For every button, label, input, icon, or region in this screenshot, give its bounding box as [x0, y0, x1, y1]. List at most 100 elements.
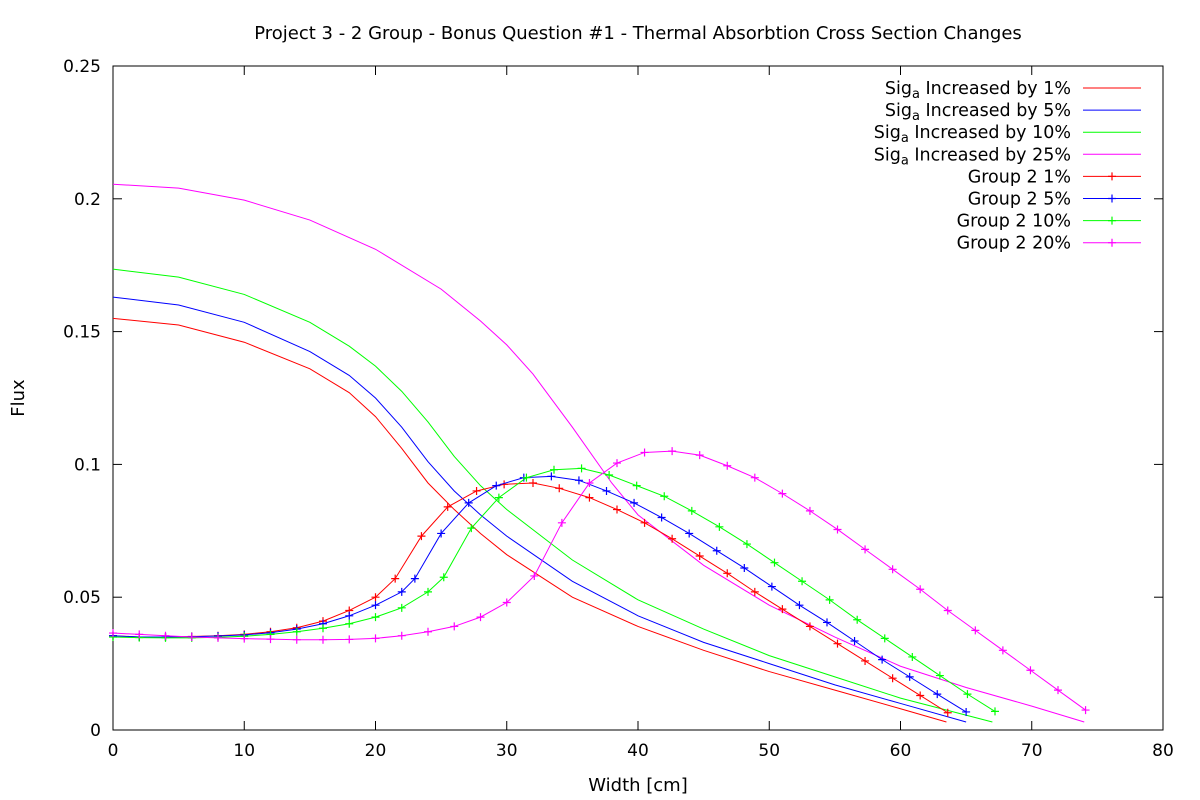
- data-point-marker: [1108, 194, 1116, 203]
- data-point-marker: [723, 461, 732, 470]
- legend-label-main: Sig: [885, 79, 912, 99]
- series-1: [112, 317, 947, 723]
- data-point-marker: [397, 603, 406, 612]
- y-tick-label: 0.25: [63, 57, 101, 77]
- data-point-marker: [916, 585, 925, 594]
- data-point-marker: [971, 626, 980, 635]
- data-point-marker: [632, 481, 641, 490]
- data-point-marker: [550, 465, 558, 474]
- data-point-marker: [750, 473, 759, 482]
- data-point-marker: [935, 671, 944, 680]
- data-point-marker: [795, 601, 804, 610]
- data-point-marker: [943, 606, 952, 615]
- data-point-marker: [530, 571, 539, 580]
- data-point-marker: [585, 493, 594, 502]
- data-point-marker: [878, 655, 887, 664]
- data-point-marker: [668, 534, 677, 543]
- plot-area: [109, 183, 1090, 723]
- legend-entry: Siga Increased by 10%: [874, 123, 1141, 146]
- data-point-marker: [798, 577, 807, 586]
- data-point-marker: [908, 652, 917, 661]
- data-point-marker: [439, 573, 448, 582]
- data-point-marker: [443, 502, 452, 511]
- data-point-marker: [472, 486, 481, 495]
- data-point-marker: [712, 546, 721, 555]
- data-point-marker: [778, 489, 787, 498]
- data-point-marker: [805, 622, 814, 631]
- legend-label: Group 2 5%: [968, 190, 1071, 210]
- data-point-marker: [880, 634, 889, 643]
- data-point-marker: [668, 447, 677, 456]
- data-point-marker: [437, 529, 446, 538]
- data-point-marker: [476, 613, 485, 622]
- data-point-marker: [888, 565, 897, 574]
- x-tick-label: 80: [1152, 741, 1174, 761]
- data-point-marker: [450, 622, 459, 631]
- data-point-marker: [371, 613, 380, 622]
- data-point-marker: [574, 476, 583, 485]
- data-point-marker: [1108, 216, 1116, 225]
- data-point-marker: [687, 506, 696, 515]
- y-tick-label: 0.1: [74, 455, 101, 475]
- legend-label-subscript: a: [901, 153, 909, 168]
- data-point-marker: [492, 481, 501, 490]
- x-axis-label: Width [cm]: [588, 775, 688, 796]
- data-point-marker: [723, 569, 732, 578]
- data-point-marker: [345, 611, 354, 620]
- legend-entry: Group 2 20%: [957, 234, 1141, 254]
- data-point-marker: [905, 672, 914, 681]
- data-point-marker: [161, 631, 170, 640]
- y-tick-label: 0.15: [63, 323, 101, 343]
- legend-label-suffix: Increased by 5%: [920, 101, 1071, 121]
- series-4: [112, 183, 1085, 723]
- data-point-marker: [805, 506, 814, 515]
- data-point-marker: [464, 498, 473, 507]
- x-tick-label: 60: [890, 741, 912, 761]
- data-point-marker: [1108, 172, 1116, 181]
- legend-entry: Group 2 10%: [957, 212, 1141, 232]
- data-point-marker: [605, 471, 614, 480]
- legend-label-main: Sig: [885, 101, 912, 121]
- data-point-marker: [742, 540, 751, 549]
- series-3: [112, 268, 993, 723]
- data-point-marker: [397, 587, 406, 596]
- legend-entry: Siga Increased by 25%: [874, 145, 1141, 168]
- legend-label-suffix: Increased by 10%: [909, 123, 1071, 143]
- legend-label-main: Sig: [874, 123, 901, 143]
- x-tick-label: 40: [627, 741, 649, 761]
- data-point-marker: [345, 635, 354, 644]
- legend-label: Siga Increased by 1%: [885, 79, 1071, 102]
- data-point-marker: [916, 691, 925, 700]
- legend-label: Group 2 10%: [957, 212, 1071, 232]
- data-point-marker: [888, 674, 897, 683]
- data-point-marker: [319, 624, 327, 633]
- legend-label-subscript: a: [912, 109, 920, 124]
- data-point-marker: [825, 595, 834, 604]
- y-axis-label: Flux: [8, 379, 29, 417]
- data-point-marker: [1026, 666, 1035, 675]
- x-tick-label: 20: [365, 741, 387, 761]
- data-point-marker: [657, 513, 666, 522]
- data-point-marker: [529, 478, 537, 487]
- data-point-marker: [695, 451, 704, 460]
- data-point-marker: [640, 448, 649, 457]
- data-point-marker: [292, 635, 301, 644]
- data-point-marker: [371, 601, 380, 610]
- data-point-marker: [424, 587, 432, 596]
- y-tick-label: 0.05: [63, 588, 101, 608]
- data-point-marker: [547, 472, 556, 481]
- data-point-marker: [823, 618, 831, 627]
- data-point-marker: [740, 563, 749, 572]
- legend-label: Group 2 20%: [957, 234, 1071, 254]
- legend-entry: Siga Increased by 1%: [885, 79, 1141, 102]
- data-point-marker: [135, 630, 144, 639]
- series-line: [112, 317, 947, 723]
- data-point-marker: [613, 505, 621, 514]
- x-tick-label: 10: [233, 741, 255, 761]
- data-point-marker: [410, 574, 419, 583]
- x-tick-label: 30: [496, 741, 518, 761]
- data-point-marker: [577, 464, 586, 473]
- data-point-marker: [850, 637, 859, 646]
